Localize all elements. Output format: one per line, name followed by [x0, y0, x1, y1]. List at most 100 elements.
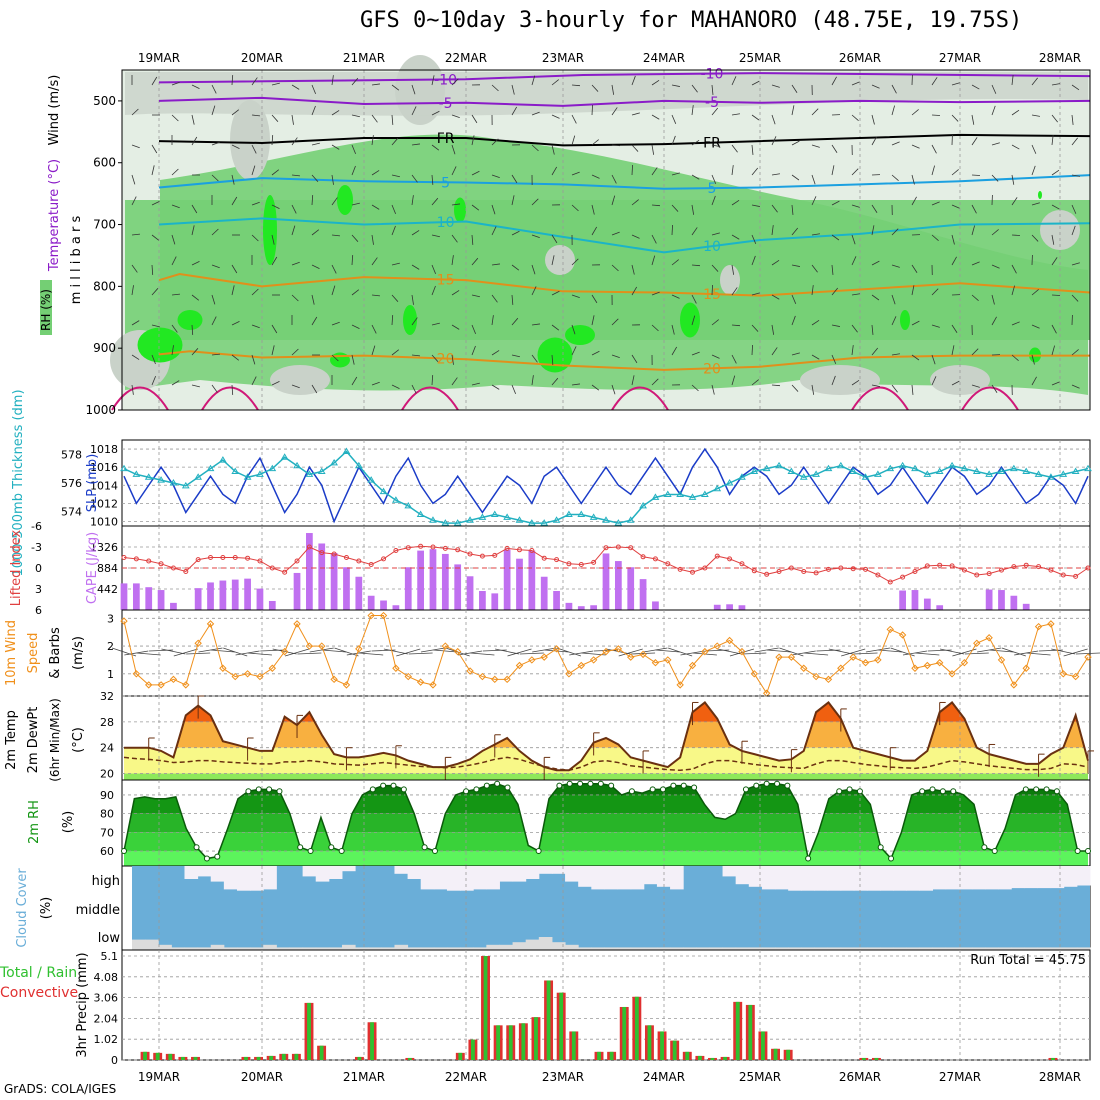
- rh-marker: [763, 780, 770, 787]
- wind-barb: [391, 315, 394, 326]
- cape-bar: [899, 590, 906, 610]
- cloud-low-clear: [446, 947, 461, 950]
- cape-bar: [726, 604, 733, 610]
- wind-barb: [551, 377, 559, 386]
- cloud-low-clear: [630, 947, 645, 950]
- wind-barb: [291, 114, 294, 125]
- wind-barb: [691, 315, 696, 326]
- wind-barb: [531, 375, 534, 386]
- lifted-index-marker: [714, 553, 720, 559]
- wind-barb: [471, 135, 475, 146]
- wind-barb: [391, 384, 400, 389]
- wind10m-marker: [824, 675, 833, 684]
- rh-marker: [380, 782, 387, 789]
- lifted-index-marker: [652, 556, 658, 562]
- wind10m-barb: [186, 652, 211, 655]
- cape-bar: [936, 605, 944, 610]
- wind-barb: [911, 264, 918, 273]
- wind-barb: [811, 144, 820, 148]
- cloud-low-clear: [1076, 947, 1091, 950]
- wind10m-marker: [664, 656, 672, 664]
- wind10m-label: 10m Wind: [4, 620, 19, 686]
- cloud-high-clear: [748, 866, 763, 887]
- wind10m-marker: [750, 670, 759, 678]
- rh-marker: [929, 786, 936, 793]
- thickness-tick-label: 578: [61, 448, 82, 461]
- cloud-low-clear: [538, 937, 553, 950]
- wind-barb: [711, 107, 719, 116]
- cloud-low-clear: [880, 947, 894, 950]
- wind10m-barb: [742, 652, 767, 655]
- isotherm-25: [111, 386, 169, 411]
- thickness-marker: [787, 467, 796, 475]
- wind-barb: [391, 174, 400, 178]
- slp-tick-label: 1010: [90, 515, 118, 528]
- date-label-bottom: 23MAR: [542, 1070, 584, 1084]
- temp-tick-label: 20: [100, 768, 114, 781]
- wind-barb: [731, 264, 735, 275]
- wind-barb: [351, 77, 359, 86]
- wind-barb: [451, 377, 458, 386]
- wind10m-barb: [791, 650, 816, 656]
- wind-barb: [731, 113, 741, 116]
- wind-barb: [1011, 264, 1017, 274]
- cape-bar: [343, 567, 350, 610]
- wind-barb: [611, 384, 616, 395]
- thickness-marker: [960, 464, 969, 472]
- wind-barb: [731, 375, 736, 386]
- thickness-marker: [305, 470, 314, 477]
- wind-barb: [991, 105, 996, 116]
- wind-barb: [551, 166, 558, 176]
- lifted-index-marker: [1060, 572, 1066, 578]
- wind10m-barb: [853, 652, 878, 655]
- precip-conv-bar: [685, 1051, 690, 1060]
- wind10m-barb: [1051, 648, 1076, 655]
- thickness-marker: [1034, 470, 1043, 477]
- wind-barb: [971, 261, 980, 266]
- precip-conv-bar: [748, 1004, 753, 1060]
- wind10m-barb: [977, 647, 1002, 653]
- cloud-low-clear: [1063, 947, 1078, 950]
- wind-barb: [351, 354, 355, 365]
- rh2m-unit: (%): [61, 811, 76, 834]
- wind-barb: [891, 105, 895, 116]
- wind-tick-label: 1: [107, 668, 114, 681]
- wind-barb: [771, 294, 780, 300]
- cloud-low-clear: [761, 947, 776, 950]
- wind-barb: [851, 204, 860, 208]
- wind-barb: [371, 170, 380, 176]
- wind10m-barb: [717, 648, 742, 655]
- wind-barb: [1031, 234, 1039, 242]
- wind-barb: [271, 324, 278, 334]
- wind-barb: [151, 354, 156, 365]
- rh-marker: [556, 782, 563, 789]
- wind10m-marker: [441, 642, 450, 650]
- precip-tick-label: 0: [111, 1054, 118, 1067]
- slp-tick-label: 1014: [90, 479, 118, 492]
- rh-dry-region: [270, 365, 330, 395]
- wind-barb: [271, 381, 280, 386]
- wind-barb: [931, 234, 939, 242]
- wind10m-marker: [1010, 681, 1018, 689]
- wind-barb: [311, 316, 318, 326]
- wind-barb: [531, 354, 538, 363]
- thickness-marker: [985, 470, 994, 477]
- wind-barb: [1031, 289, 1039, 296]
- wind-barb: [491, 204, 496, 215]
- rh-marker: [919, 788, 926, 795]
- rh-marker: [856, 788, 863, 795]
- wind-barb: [771, 324, 775, 335]
- cloud-low-clear: [197, 947, 212, 950]
- cloud-high-clear: [263, 866, 277, 890]
- wind10m-marker: [800, 664, 808, 672]
- cloud-low-clear: [407, 947, 422, 950]
- wind-barb: [371, 204, 380, 210]
- lifted-index-marker: [1073, 573, 1079, 579]
- isotherm-label: -10: [434, 72, 457, 88]
- precip-conv-bar: [180, 1056, 185, 1060]
- wind10m-marker: [565, 670, 573, 678]
- wind-barb: [491, 174, 500, 178]
- thickness-marker: [911, 464, 919, 472]
- cloud-low-clear: [433, 947, 448, 950]
